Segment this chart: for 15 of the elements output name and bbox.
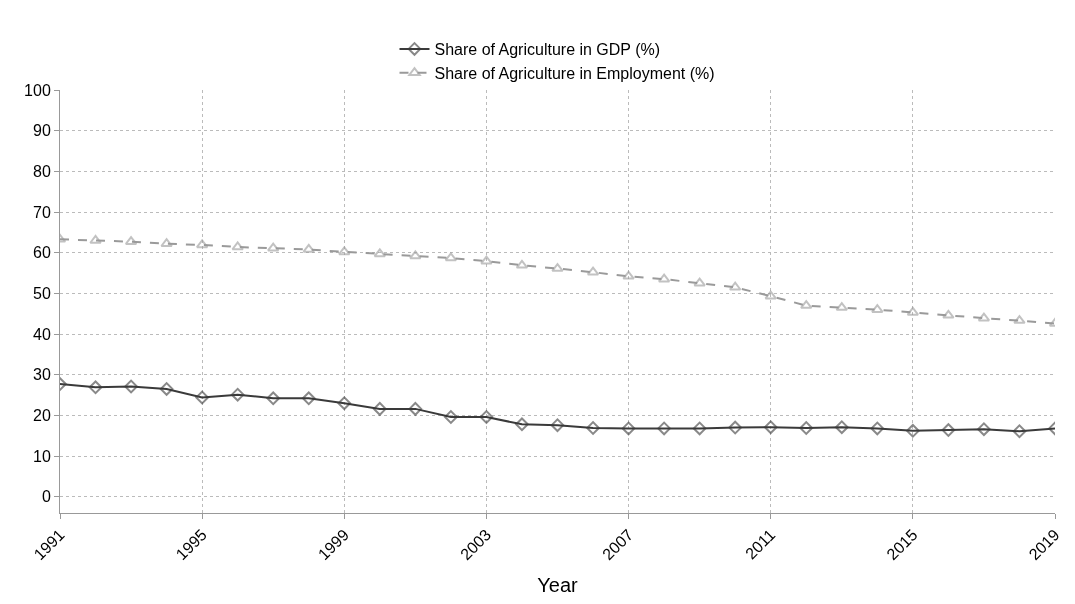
y-tick-label: 60	[33, 244, 51, 262]
y-tick-label: 40	[33, 325, 51, 343]
y-tick-label: 70	[33, 203, 51, 221]
y-tick-label: 30	[33, 366, 51, 384]
y-tick-label: 10	[33, 447, 51, 465]
y-tick-label: 20	[33, 406, 51, 424]
x-axis-title: Year	[537, 573, 579, 596]
y-tick-label: 100	[24, 81, 51, 99]
y-tick-label: 50	[33, 284, 51, 302]
y-tick-label: 0	[41, 488, 51, 506]
y-tick-label: 80	[33, 162, 51, 180]
legend-label: Share of Agriculture in GDP (%)	[434, 41, 661, 59]
point	[622, 270, 635, 280]
legend-label: Share of Agriculture in Employment (%)	[434, 64, 715, 82]
y-tick-label: 90	[33, 122, 51, 140]
